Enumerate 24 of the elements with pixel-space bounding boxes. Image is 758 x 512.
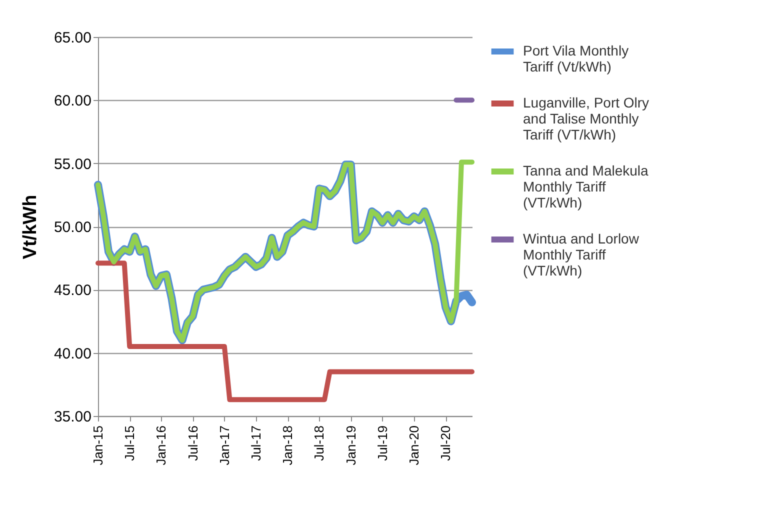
x-tick-label: Jan-15: [90, 426, 106, 466]
y-tick-label: 60.00: [54, 92, 92, 110]
y-tick-label: 45.00: [54, 282, 92, 300]
x-tick-label: Jan-16: [154, 426, 169, 466]
legend-label: Wintua and Lorlow Monthly Tariff (VT/kWh): [523, 230, 640, 278]
x-tick-label: Jul-19: [374, 426, 390, 461]
x-tick-label: Jan-19: [343, 426, 358, 466]
y-tick-label: 40.00: [54, 345, 92, 362]
x-tick-label: Jul-17: [248, 426, 264, 461]
y-tick-label: 35.00: [54, 408, 92, 426]
y-tick-label: 50.00: [54, 219, 92, 236]
x-tick-label: Jan-17: [216, 426, 232, 466]
y-axis-title: Vt/kWh: [20, 194, 41, 260]
x-tick-label: Jul-20: [438, 426, 454, 461]
legend-label: Luganville, Port Olry and Talise Monthly Tariff (VT/kWh): [523, 94, 650, 142]
x-tick-label: Jul-15: [122, 426, 138, 461]
legend-label: Tanna and Malekula Monthly Tariff (VT/kWh): [523, 162, 649, 210]
x-tick-label: Jul-18: [312, 426, 327, 461]
x-tick-label: Jul-16: [185, 426, 200, 461]
x-tick-label: Jan-18: [280, 426, 296, 466]
y-tick-label: 65.00: [54, 30, 92, 46]
legend-label: Port Vila Monthly Tariff (Vt/kWh): [523, 42, 629, 74]
y-tick-label: 55.00: [54, 156, 92, 173]
x-tick-label: Jan-20: [406, 426, 422, 466]
